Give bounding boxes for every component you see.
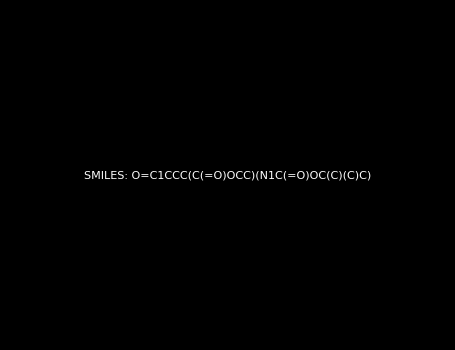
Text: SMILES: O=C1CCC(C(=O)OCC)(N1C(=O)OC(C)(C)C): SMILES: O=C1CCC(C(=O)OCC)(N1C(=O)OC(C)(C… [84,170,371,180]
